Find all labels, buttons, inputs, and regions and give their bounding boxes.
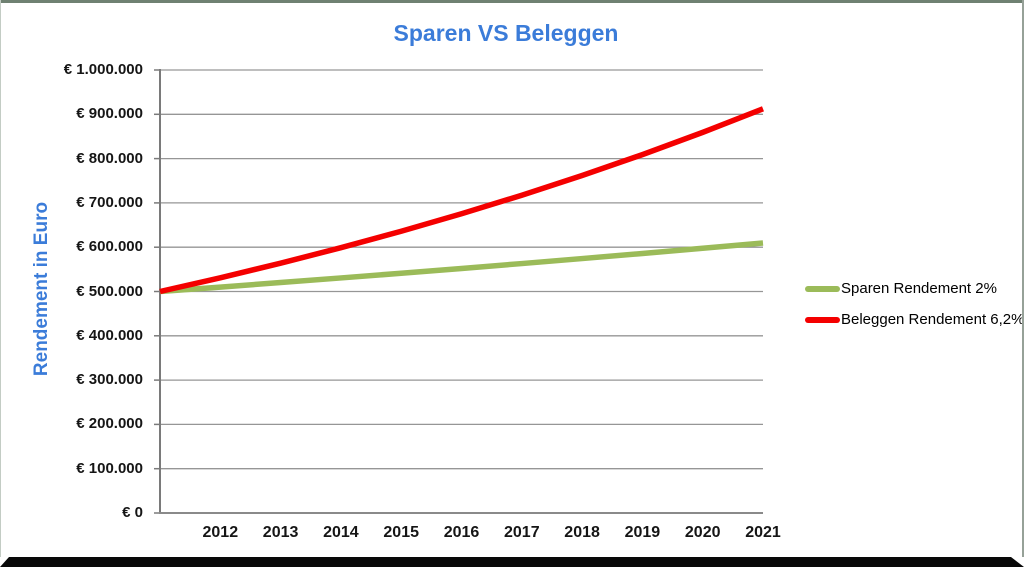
legend-swatch-sparen (805, 285, 840, 292)
x-axis-tick-label: 2017 (504, 524, 540, 541)
y-axis-tick-label: € 500.000 (76, 282, 143, 300)
frame-border-left (0, 0, 1, 557)
x-axis-tick-label: 2014 (323, 524, 359, 541)
legend: Sparen Rendement 2% Beleggen Rendement 6… (805, 273, 1024, 335)
legend-entry-beleggen: Beleggen Rendement 6,2% (805, 304, 1024, 335)
x-axis-tick-label: 2018 (564, 524, 600, 541)
x-axis-tick-label: 2016 (443, 524, 480, 541)
x-axis-tick-label: 2013 (262, 524, 299, 541)
legend-label-beleggen: Beleggen Rendement 6,2% (841, 311, 1024, 328)
legend-entry-sparen: Sparen Rendement 2% (805, 273, 1024, 304)
series-line-sparen (159, 240, 764, 295)
x-axis-tick-label: 2019 (624, 524, 661, 541)
y-axis-tick-label: € 0 (122, 504, 143, 521)
y-axis-tick-label: € 400.000 (76, 326, 143, 344)
y-axis-tick-label: € 600.000 (76, 238, 143, 256)
y-axis-tick-label: € 100.000 (76, 459, 143, 477)
legend-label-sparen: Sparen Rendement 2% (841, 280, 997, 297)
legend-swatch-beleggen (805, 316, 840, 323)
frame-shadow-bottom (0, 557, 1024, 567)
y-axis-tick-label: € 200.000 (76, 415, 143, 433)
x-axis-tick-label: 2015 (383, 524, 419, 541)
series-line-beleggen (159, 106, 765, 295)
y-axis-tick-label: € 300.000 (76, 371, 143, 389)
y-axis-tick-label: € 800.000 (76, 149, 143, 167)
frame-border-right (1022, 0, 1024, 557)
frame-border-top (0, 0, 1024, 3)
x-axis-tick-label: 2020 (684, 524, 721, 541)
y-axis-tick-label: € 900.000 (76, 105, 143, 123)
x-axis-tick-label: 2012 (202, 524, 239, 541)
y-axis-tick-label: € 1.000.000 (63, 61, 143, 78)
y-axis-tick-label: € 700.000 (76, 193, 143, 211)
x-axis-tick-label: 2021 (745, 524, 781, 541)
chart-title: Sparen VS Beleggen (393, 20, 619, 46)
